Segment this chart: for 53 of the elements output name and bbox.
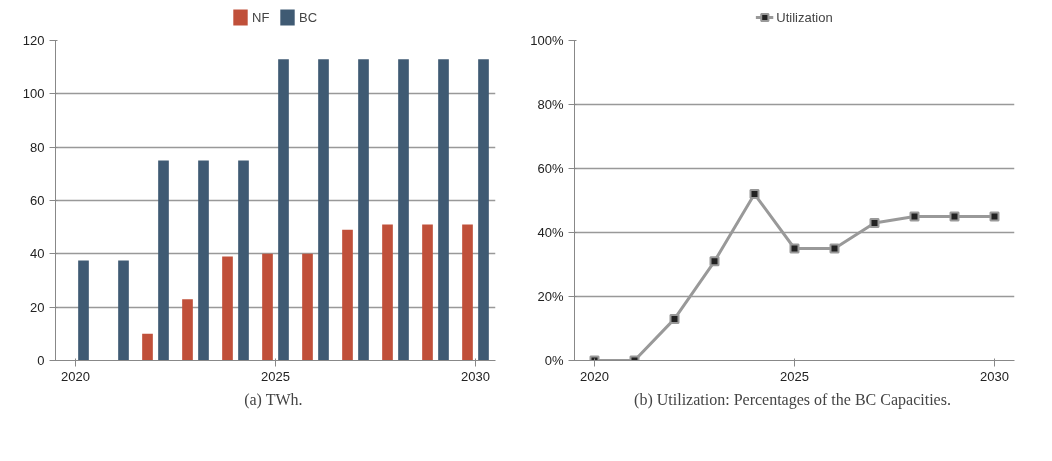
y-tick-label: 40 (30, 246, 45, 262)
x-tick-label: 2025 (261, 368, 290, 384)
point (709, 256, 720, 267)
x-tick-label: 2030 (461, 368, 490, 384)
x-tick-label: 2025 (780, 368, 809, 384)
y-tick-label: 100% (530, 33, 564, 48)
y-tick-label: 80% (537, 97, 564, 112)
bar (398, 59, 409, 361)
bar (222, 256, 233, 361)
y-tick-label: 40% (537, 225, 564, 240)
y-tick-label: 0% (544, 353, 564, 368)
y-tick-label: 120 (22, 33, 45, 48)
bar (118, 260, 129, 361)
bar (358, 59, 369, 361)
bar (302, 253, 313, 361)
bar (198, 160, 209, 361)
bar (278, 59, 289, 361)
bar (142, 333, 153, 361)
point (909, 211, 920, 222)
bar (382, 224, 393, 361)
bar (78, 260, 89, 361)
x-tick-label: 2020 (61, 368, 90, 384)
bar (478, 59, 489, 361)
y-tick-label: 60 (30, 193, 45, 208)
text: (a) TWh. (244, 390, 303, 409)
y-tick-label: 20 (30, 299, 45, 315)
point (669, 313, 680, 324)
x-tick-label: 2020 (580, 368, 609, 384)
legend-label: BC (299, 9, 319, 25)
point (869, 217, 880, 228)
bar (158, 160, 169, 361)
bar (438, 59, 449, 361)
bar (318, 59, 329, 361)
point (989, 211, 1000, 222)
y-tick-label: 20% (537, 289, 564, 304)
bar (342, 229, 353, 361)
y-tick-label: 80 (30, 139, 45, 155)
point (789, 243, 800, 254)
point (749, 189, 760, 200)
legend-label: NF (252, 9, 271, 25)
bar (422, 224, 433, 361)
bar (238, 160, 249, 361)
bar (462, 224, 473, 361)
y-tick-label: 100 (22, 86, 45, 102)
x-tick-label: 2030 (980, 368, 1009, 384)
text: (b) Utilization: Percentages of the BC Capacities. (634, 390, 951, 409)
bar (262, 253, 273, 361)
y-tick-label: 60% (537, 161, 564, 176)
bar (182, 299, 193, 361)
legend-label: Utilization (776, 9, 833, 25)
y-tick-label: 0 (37, 353, 45, 368)
point (829, 243, 840, 254)
point (949, 211, 960, 222)
